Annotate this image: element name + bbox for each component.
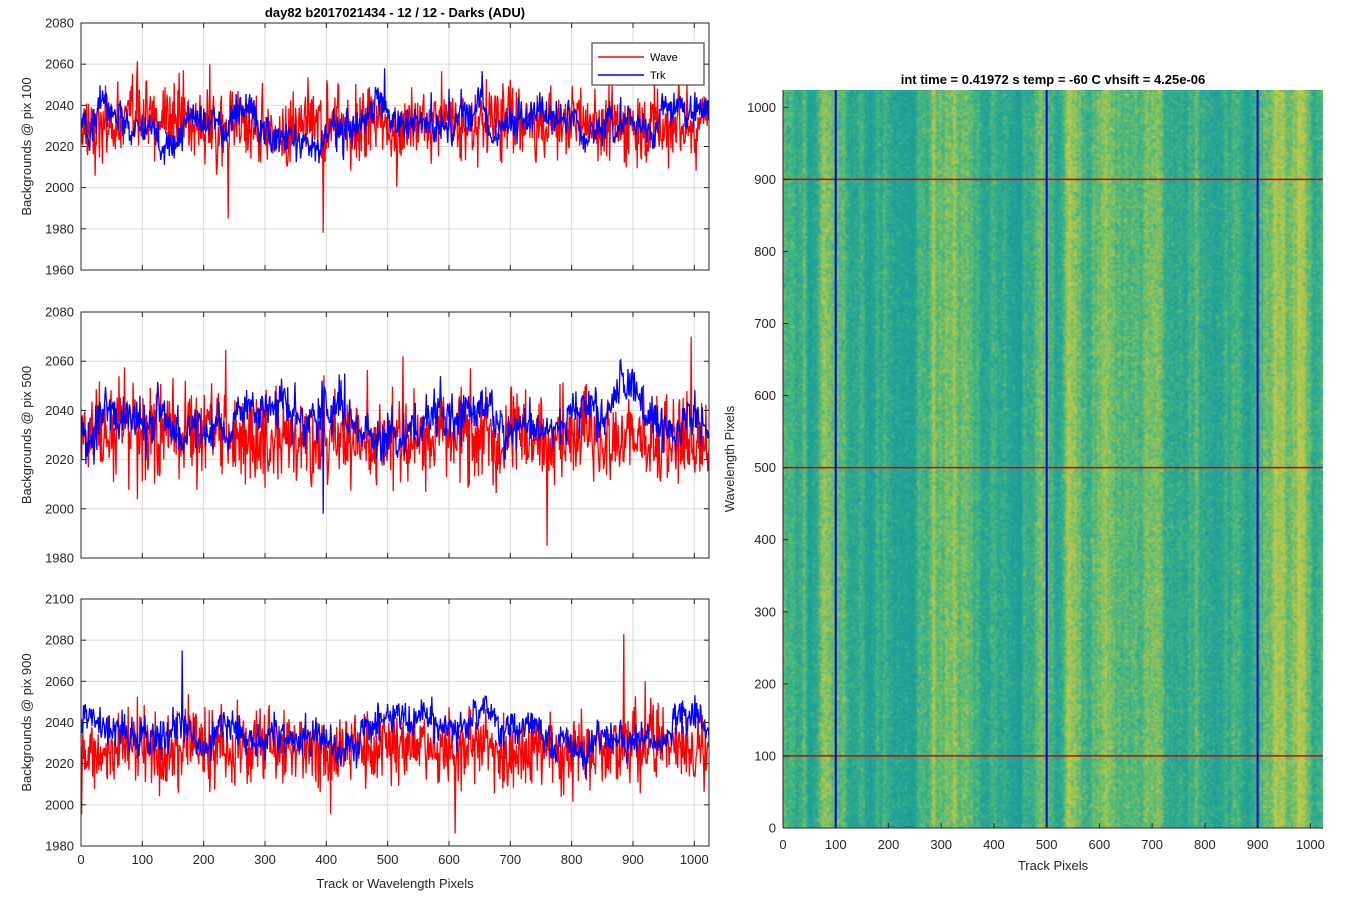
x-tick-label: 900 bbox=[1247, 837, 1269, 852]
y-tick-label: 200 bbox=[754, 676, 776, 691]
y-tick-label: 2000 bbox=[45, 180, 74, 195]
x-tick-label: 800 bbox=[1194, 837, 1216, 852]
y-tick-label: 2020 bbox=[45, 452, 74, 467]
x-tick-label: 600 bbox=[1089, 837, 1111, 852]
series-line-trk bbox=[81, 358, 709, 514]
y-axis-label: Backgrounds @ pix 100 bbox=[19, 77, 34, 215]
x-tick-label: 400 bbox=[983, 837, 1005, 852]
y-tick-label: 2040 bbox=[45, 403, 74, 418]
y-tick-label: 900 bbox=[754, 172, 776, 187]
y-tick-label: 500 bbox=[754, 460, 776, 475]
y-tick-label: 1980 bbox=[45, 551, 74, 566]
y-tick-label: 400 bbox=[754, 532, 776, 547]
x-tick-label: 700 bbox=[1141, 837, 1163, 852]
x-tick-label: 400 bbox=[315, 852, 337, 867]
x-tick-label: 700 bbox=[499, 852, 521, 867]
heatmap-title: int time = 0.41972 s temp = -60 C vhsift… bbox=[901, 72, 1206, 87]
legend-box bbox=[591, 42, 705, 86]
x-tick-label: 300 bbox=[254, 852, 276, 867]
y-tick-label: 700 bbox=[754, 316, 776, 331]
legend-label-trk: Trk bbox=[650, 70, 666, 82]
y-axis-label: Wavelength Pixels bbox=[722, 405, 737, 512]
x-tick-label: 0 bbox=[77, 852, 84, 867]
x-tick-label: 500 bbox=[1036, 837, 1058, 852]
line-chart-middle-left: 1980 2000 2020 2040 2060 2080 Backgrounds @ pi… bbox=[19, 305, 710, 566]
x-tick-label: 800 bbox=[561, 852, 583, 867]
x-axis-label: Track or Wavelength Pixels bbox=[316, 876, 474, 891]
y-tick-label: 2020 bbox=[45, 139, 74, 154]
x-tick-label: 500 bbox=[377, 852, 399, 867]
line-chart-top-left: 1960 1980 2000 2020 2040 2060 2080 day82 b20170… bbox=[19, 5, 710, 278]
x-tick-label: 1000 bbox=[680, 852, 709, 867]
x-tick-label: 100 bbox=[825, 837, 847, 852]
y-tick-label: 2040 bbox=[45, 98, 74, 113]
heatmap-image bbox=[783, 90, 1323, 828]
y-tick-label: 1960 bbox=[45, 263, 74, 278]
x-tick-label: 600 bbox=[438, 852, 460, 867]
y-tick-label: 600 bbox=[754, 388, 776, 403]
x-axis-label: Track Pixels bbox=[1018, 858, 1089, 873]
series-line-trk bbox=[81, 68, 709, 165]
y-tick-label: 2080 bbox=[45, 633, 74, 648]
y-tick-label: 2000 bbox=[45, 501, 74, 516]
y-tick-label: 0 bbox=[769, 821, 776, 836]
y-tick-label: 2100 bbox=[45, 592, 74, 607]
x-tick-label: 300 bbox=[930, 837, 952, 852]
legend-label-wave: Wave bbox=[650, 52, 678, 64]
y-axis-label: Backgrounds @ pix 500 bbox=[19, 366, 34, 504]
y-tick-label: 2060 bbox=[45, 354, 74, 369]
x-tick-label: 1000 bbox=[1296, 837, 1325, 852]
series-line-wave bbox=[81, 61, 709, 233]
y-tick-label: 1980 bbox=[45, 221, 74, 236]
legend: Wave Trk bbox=[591, 42, 705, 86]
y-tick-label: 2080 bbox=[45, 305, 74, 320]
x-tick-label: 100 bbox=[131, 852, 153, 867]
x-tick-label: 0 bbox=[779, 837, 786, 852]
y-tick-label: 100 bbox=[754, 748, 776, 763]
heatmap-chart: 0 100 200 300 400 500 600 700 800 900 1000 0 100 200 3… bbox=[722, 72, 1325, 873]
y-tick-label: 2040 bbox=[45, 715, 74, 730]
x-tick-label: 200 bbox=[878, 837, 900, 852]
y-tick-label: 300 bbox=[754, 604, 776, 619]
y-tick-label: 2020 bbox=[45, 756, 74, 771]
y-tick-label: 800 bbox=[754, 244, 776, 259]
y-tick-label: 1980 bbox=[45, 839, 74, 854]
chart-title: day82 b2017021434 - 12 / 12 - Darks (ADU… bbox=[265, 5, 525, 20]
x-tick-label: 900 bbox=[622, 852, 644, 867]
axes-frame bbox=[80, 311, 710, 559]
y-tick-label: 2060 bbox=[45, 674, 74, 689]
y-tick-label: 2060 bbox=[45, 57, 74, 72]
y-tick-label: 2080 bbox=[45, 16, 74, 31]
series-line-trk bbox=[81, 650, 709, 779]
y-tick-label: 2000 bbox=[45, 797, 74, 812]
line-chart-bottom-left: 0 100 200 300 400 500 600 700 800 900 1000 1980 2000… bbox=[19, 592, 710, 891]
x-tick-label: 200 bbox=[193, 852, 215, 867]
y-tick-label: 1000 bbox=[747, 100, 776, 115]
y-axis-label: Backgrounds @ pix 900 bbox=[19, 653, 34, 791]
